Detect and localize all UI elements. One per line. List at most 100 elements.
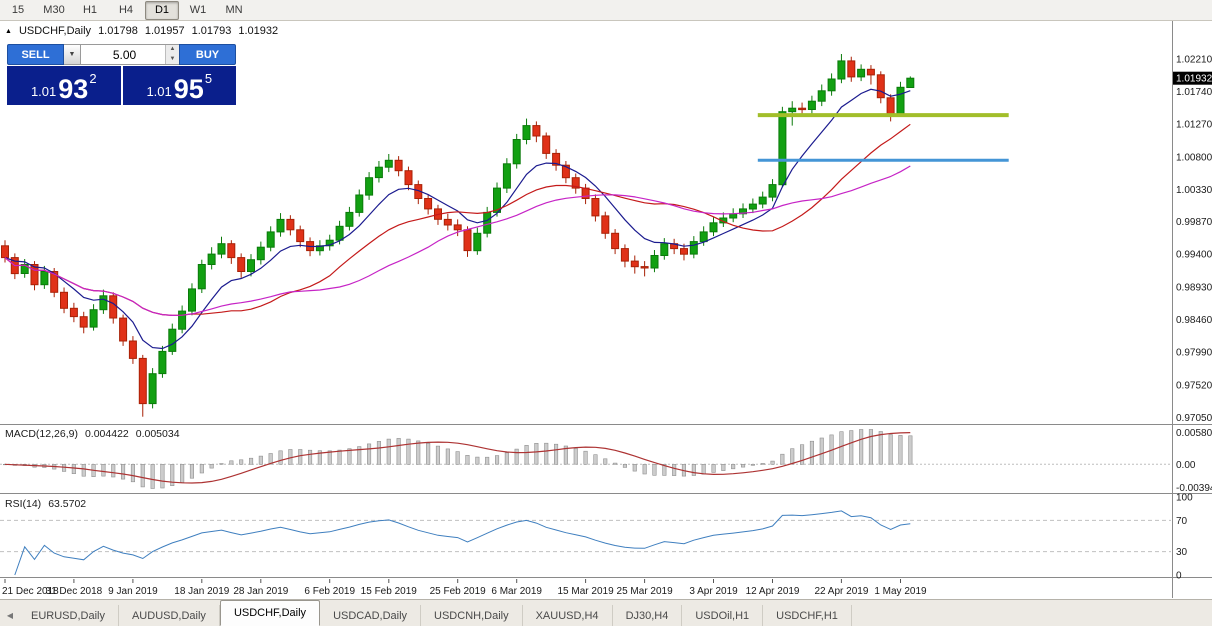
chart-window[interactable]: 1.02210 1.01740 1.01270 1.00800 1.00330 0.998… bbox=[0, 21, 1212, 600]
macd-histogram bbox=[2, 429, 913, 489]
svg-text:100: 100 bbox=[1176, 493, 1193, 504]
symbol-label: USDCHF,Daily bbox=[18, 25, 92, 37]
rsi-line bbox=[14, 510, 911, 576]
timeframe-toolbar: 15 M30 H1 H4 D1 W1 MN bbox=[0, 0, 1212, 21]
svg-text:1.00800: 1.00800 bbox=[1176, 152, 1212, 163]
ma-line-sma30 bbox=[4, 165, 911, 317]
sell-price-box[interactable]: 1.01 93 2 bbox=[7, 66, 121, 105]
high-value: 1.01957 bbox=[144, 25, 185, 37]
timeframe-button-d1[interactable]: D1 bbox=[145, 0, 179, 20]
svg-text:12 Apr 2019: 12 Apr 2019 bbox=[746, 586, 800, 597]
svg-text:0.97990: 0.97990 bbox=[1176, 348, 1212, 359]
tab-scroll-left-icon[interactable]: ◀ bbox=[6, 611, 14, 620]
timeframe-button-h1[interactable]: H1 bbox=[82, 4, 98, 16]
chart-tab-bar: ◀ EURUSD,Daily AUDUSD,Daily USDCHF,Daily US… bbox=[0, 599, 1212, 626]
tab-strip: EURUSD,Daily AUDUSD,Daily USDCHF,Daily USDC… bbox=[18, 600, 852, 626]
chart-tab-usdchf-daily[interactable]: USDCHF,Daily bbox=[219, 600, 321, 626]
chart-tab-audusd-daily[interactable]: AUDUSD,Daily bbox=[119, 605, 220, 626]
chart-tab-usdcnh-daily[interactable]: USDCNH,Daily bbox=[421, 605, 523, 626]
svg-text:0.97520: 0.97520 bbox=[1176, 380, 1212, 391]
chart-ohlc-header: ▲ USDCHF,Daily 1.01798 1.01957 1.01793 1… bbox=[5, 25, 278, 37]
svg-text:1.01270: 1.01270 bbox=[1176, 120, 1212, 131]
rsi-indicator-label: RSI(14) 63.5702 bbox=[5, 498, 86, 510]
volume-field-wrap: ▲ ▼ bbox=[81, 44, 179, 65]
spin-up-icon[interactable]: ▲ bbox=[166, 45, 179, 55]
chart-tab-xauusd-h4[interactable]: XAUUSD,H4 bbox=[523, 605, 613, 626]
svg-text:1.00330: 1.00330 bbox=[1176, 185, 1212, 196]
svg-text:25 Mar 2019: 25 Mar 2019 bbox=[617, 586, 674, 597]
svg-text:1.01932: 1.01932 bbox=[1176, 74, 1212, 85]
svg-text:0.98460: 0.98460 bbox=[1176, 315, 1212, 326]
svg-text:21 Dec 2018: 21 Dec 2018 bbox=[2, 586, 59, 597]
macd-title-text: MACD(12,26,9) bbox=[5, 428, 78, 440]
collapse-panel-icon[interactable]: ▲ bbox=[5, 27, 12, 35]
svg-text:70: 70 bbox=[1176, 516, 1188, 527]
svg-text:1.01740: 1.01740 bbox=[1176, 87, 1212, 98]
svg-text:31 Dec 2018: 31 Dec 2018 bbox=[46, 586, 103, 597]
candles bbox=[1, 54, 915, 417]
svg-text:30: 30 bbox=[1176, 547, 1188, 558]
svg-text:0.00: 0.00 bbox=[1176, 460, 1196, 471]
sell-price-big: 93 bbox=[58, 74, 89, 104]
rsi-title-text: RSI(14) bbox=[5, 498, 42, 510]
one-click-trading-panel: SELL ▼ ▲ ▼ BUY 1.01 93 2 bbox=[7, 44, 236, 105]
chevron-down-icon: ▼ bbox=[68, 51, 76, 58]
rsi-value: 63.5702 bbox=[48, 498, 87, 510]
timeframe-button-h4[interactable]: H4 bbox=[118, 4, 134, 16]
volume-input[interactable] bbox=[81, 45, 179, 64]
svg-text:1 May 2019: 1 May 2019 bbox=[874, 586, 927, 597]
macd-signal-line bbox=[4, 432, 911, 484]
svg-text:0.98930: 0.98930 bbox=[1176, 282, 1212, 293]
chart-tab-usdchf-h1[interactable]: USDCHF,H1 bbox=[763, 605, 852, 626]
macd-value-2: 0.005034 bbox=[135, 428, 180, 440]
volume-spinner: ▲ ▼ bbox=[165, 45, 179, 64]
order-options-dropdown[interactable]: ▼ bbox=[64, 44, 81, 65]
timeframe-button-mn[interactable]: MN bbox=[225, 4, 243, 16]
close-value: 1.01932 bbox=[238, 25, 279, 37]
chart-tab-eurusd-daily[interactable]: EURUSD,Daily bbox=[18, 605, 119, 626]
timeframe-button-m30[interactable]: M30 bbox=[43, 4, 65, 16]
sell-price-prefix: 1.01 bbox=[30, 84, 57, 99]
svg-text:15 Feb 2019: 15 Feb 2019 bbox=[361, 586, 418, 597]
svg-text:6 Mar 2019: 6 Mar 2019 bbox=[491, 586, 542, 597]
svg-text:1.02210: 1.02210 bbox=[1176, 54, 1212, 65]
sell-price-sup: 2 bbox=[89, 71, 97, 86]
ma-line-ema8 bbox=[4, 88, 911, 350]
buy-price-box[interactable]: 1.01 95 5 bbox=[122, 66, 236, 105]
svg-text:-0.003945: -0.003945 bbox=[1176, 483, 1212, 494]
timeframe-button-strip: 15 M30 H1 H4 D1 W1 MN bbox=[1, 0, 251, 20]
chart-tab-dj30-h4[interactable]: DJ30,H4 bbox=[613, 605, 683, 626]
svg-text:9 Jan 2019: 9 Jan 2019 bbox=[108, 586, 158, 597]
macd-indicator-label: MACD(12,26,9) 0.004422 0.005034 bbox=[5, 428, 180, 440]
open-value: 1.01798 bbox=[98, 25, 138, 37]
buy-price-big: 95 bbox=[173, 74, 204, 104]
svg-text:25 Feb 2019: 25 Feb 2019 bbox=[430, 586, 487, 597]
svg-text:0.005805: 0.005805 bbox=[1176, 428, 1212, 439]
chart-tab-usdcad-daily[interactable]: USDCAD,Daily bbox=[320, 605, 422, 626]
svg-text:22 Apr 2019: 22 Apr 2019 bbox=[814, 586, 868, 597]
svg-text:0: 0 bbox=[1176, 571, 1182, 582]
svg-text:28 Jan 2019: 28 Jan 2019 bbox=[233, 586, 288, 597]
svg-text:0.99870: 0.99870 bbox=[1176, 217, 1212, 228]
timeframe-button-w1[interactable]: W1 bbox=[189, 4, 207, 16]
buy-price-prefix: 1.01 bbox=[146, 84, 172, 99]
svg-text:6 Feb 2019: 6 Feb 2019 bbox=[304, 586, 355, 597]
svg-text:0.99400: 0.99400 bbox=[1176, 250, 1212, 261]
spin-down-icon[interactable]: ▼ bbox=[166, 54, 179, 64]
current-price-badge bbox=[1173, 71, 1212, 85]
svg-text:0.97050: 0.97050 bbox=[1176, 413, 1212, 424]
timeframe-button-15[interactable]: 15 bbox=[11, 4, 25, 16]
sell-button[interactable]: SELL bbox=[7, 44, 64, 65]
buy-price-sup: 5 bbox=[204, 71, 213, 86]
chart-tab-usdoil-h1[interactable]: USDOil,H1 bbox=[682, 605, 764, 626]
svg-text:15 Mar 2019: 15 Mar 2019 bbox=[558, 586, 615, 597]
svg-text:18 Jan 2019: 18 Jan 2019 bbox=[174, 586, 229, 597]
price-axis-labels: 1.02210 1.01740 1.01270 1.00800 1.00330 0.998… bbox=[1176, 54, 1212, 424]
low-value: 1.01793 bbox=[191, 25, 232, 37]
chart-canvas[interactable]: 1.022101.017401.012701.008001.003300.998… bbox=[0, 21, 1212, 600]
macd-value-1: 0.004422 bbox=[84, 428, 129, 440]
buy-button[interactable]: BUY bbox=[179, 44, 236, 65]
svg-text:3 Apr 2019: 3 Apr 2019 bbox=[689, 586, 738, 597]
